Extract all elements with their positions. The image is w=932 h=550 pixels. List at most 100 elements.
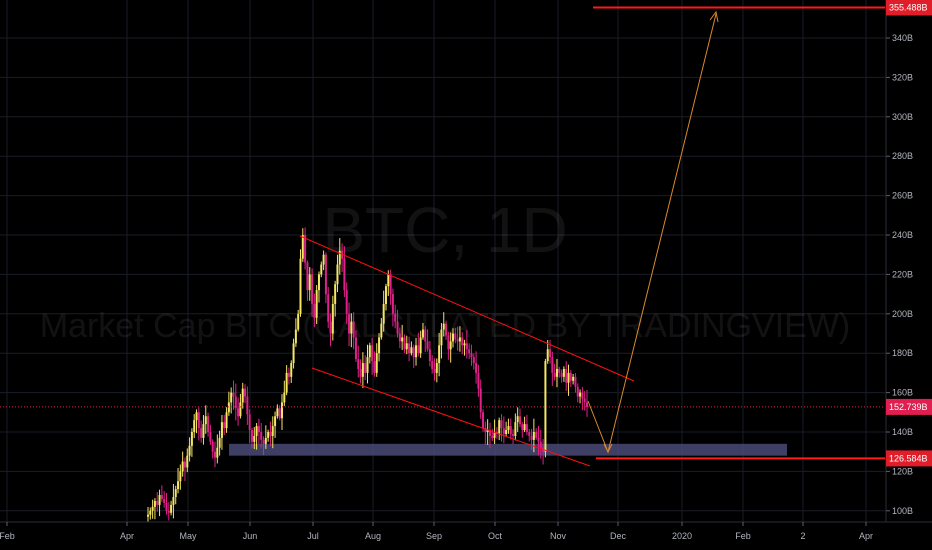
candle-body <box>338 250 341 265</box>
candle-body <box>576 386 579 397</box>
candle-body <box>514 422 517 436</box>
support-zone <box>229 443 787 456</box>
candle-body <box>352 321 355 338</box>
candle-body <box>502 428 505 434</box>
candle-body <box>359 368 362 377</box>
y-tick-label: 140B <box>892 427 913 437</box>
candle-body <box>535 432 538 438</box>
candle-body <box>428 349 431 362</box>
support-price-tag[interactable] <box>886 450 932 467</box>
candle-body <box>410 347 413 354</box>
candle-body <box>442 323 445 330</box>
candle-body <box>509 426 512 434</box>
candle-body <box>528 432 531 436</box>
x-tick-label: Sep <box>426 531 442 541</box>
candle-body <box>283 392 286 403</box>
candle-body <box>211 441 214 452</box>
candle-body <box>532 432 535 440</box>
candle-body <box>461 337 464 346</box>
channel-lower-line[interactable] <box>311 367 591 467</box>
candle-body <box>281 402 284 419</box>
candle-body <box>195 412 198 421</box>
candle-body <box>415 345 418 358</box>
y-tick-label: 200B <box>892 309 913 319</box>
candle-body <box>147 514 149 517</box>
candle-body <box>285 372 288 393</box>
watermark-subtitle: Market Cap BTC (CALCULATED BY TRADINGVIE… <box>40 307 851 345</box>
y-axis-bg <box>886 0 932 522</box>
candle-body <box>294 329 297 344</box>
candle-body <box>371 345 374 362</box>
watermark-symbol: BTC, 1D <box>322 194 567 266</box>
y-tick-label: 120B <box>892 466 913 476</box>
candle-body <box>250 430 253 442</box>
y-tick-label: 100B <box>892 506 913 516</box>
candle-body <box>378 337 381 354</box>
y-tick-label: 220B <box>892 269 913 279</box>
candle-body <box>357 359 360 369</box>
projection-arrow-down <box>603 443 613 454</box>
candle-body <box>451 333 454 342</box>
x-axis[interactable]: Feb Apr May Jun Jul Aug Sep Oct Nov Dec 2020 Feb 2 Ap… <box>0 521 932 550</box>
candle-body <box>218 437 221 448</box>
candle-body <box>172 497 175 505</box>
candle-body <box>364 363 367 373</box>
y-axis[interactable]: 100B 120B 140B 160B 180B 200B 220B 240B 260B 280B… <box>885 0 932 522</box>
candle-body <box>274 416 277 427</box>
candle-body <box>465 343 468 350</box>
candle-body <box>583 398 586 403</box>
candle-body <box>329 321 332 334</box>
support-zone-rect <box>229 443 787 456</box>
candle-body <box>163 498 166 503</box>
x-tick-label: Oct <box>488 531 503 541</box>
target-price-tag[interactable] <box>886 0 932 16</box>
target-price-tag-text: 355.488B <box>889 2 928 12</box>
candle-body <box>257 426 260 432</box>
candle-body <box>200 428 203 438</box>
x-tick-label: Jun <box>243 531 258 541</box>
candle-body <box>322 254 325 265</box>
candle-body <box>569 372 572 381</box>
candle-body <box>170 504 173 513</box>
candle-body <box>299 258 302 314</box>
candle-body <box>445 323 448 336</box>
candle-body <box>562 368 565 377</box>
candle-body <box>324 254 327 295</box>
price-tags: 355.488B 152.739B 126.584B <box>886 0 932 467</box>
candle-body <box>188 445 191 456</box>
candle-body <box>241 388 244 403</box>
candle-body <box>408 343 411 354</box>
candle-body <box>470 353 473 358</box>
candle-body <box>304 235 307 263</box>
candle-body <box>433 368 436 373</box>
watermark: BTC, 1D Market Cap BTC (CALCULATED BY TR… <box>40 194 851 345</box>
candle-body <box>345 290 348 314</box>
x-axis-bg <box>0 522 932 550</box>
y-tick-label: 340B <box>892 33 913 43</box>
candle-body <box>391 294 394 314</box>
candle-body <box>551 357 554 373</box>
candle-body <box>565 368 568 383</box>
candle-body <box>472 357 475 364</box>
candle-body <box>269 432 272 436</box>
candle-body <box>475 363 478 373</box>
candle-body <box>350 321 353 334</box>
candle-body <box>262 439 265 444</box>
candle-body <box>209 432 212 442</box>
channel-upper-line[interactable] <box>299 235 635 382</box>
candle-body <box>488 430 491 436</box>
candle-body <box>232 392 235 397</box>
grid <box>0 0 885 522</box>
candle-body <box>244 388 247 397</box>
candle-body <box>421 329 424 338</box>
candle-body <box>486 430 489 432</box>
candle-body <box>518 416 521 425</box>
candle-body <box>214 451 217 458</box>
candle-body <box>361 363 364 377</box>
support-price-tag-text: 126.584B <box>889 453 928 463</box>
candle-body <box>149 510 152 515</box>
candle-body <box>373 361 376 373</box>
candle-body <box>553 372 556 377</box>
current-price-tag[interactable] <box>886 398 932 415</box>
